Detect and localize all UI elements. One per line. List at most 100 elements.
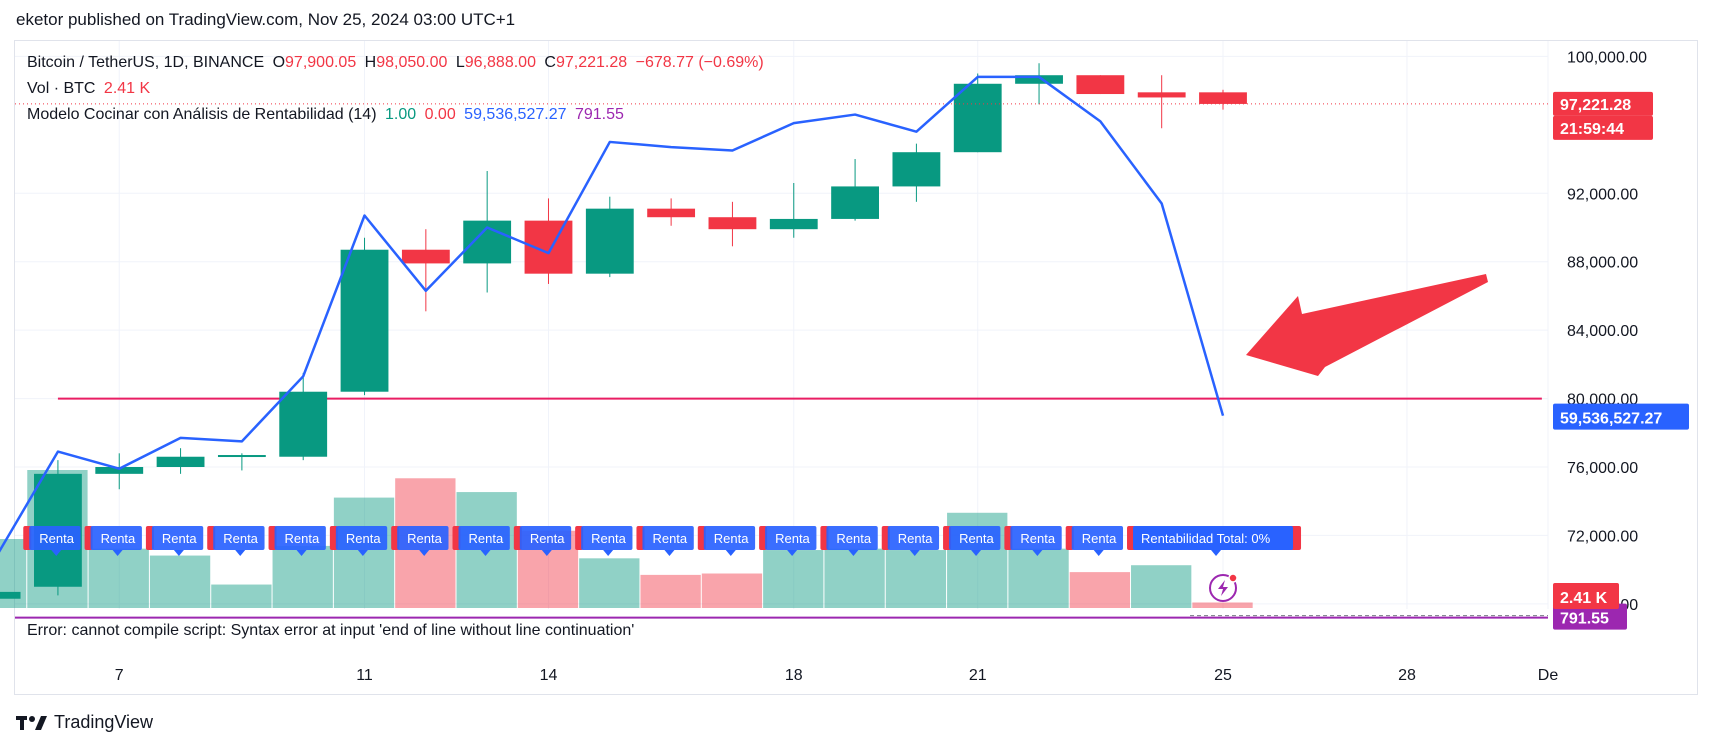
- candle-body: [708, 217, 757, 230]
- badge-pointer: [173, 550, 184, 556]
- badge-body: [581, 526, 633, 550]
- candle: [95, 453, 144, 490]
- price-labels: 97,221.28 21:59:44 59,536,527.27 791.55 2.41…: [1553, 91, 1689, 630]
- candle: [1076, 75, 1125, 95]
- badge-label: Renta: [39, 531, 74, 546]
- candle: [708, 201, 757, 247]
- volume-bar: [1008, 548, 1069, 608]
- volume-bar: [1069, 572, 1131, 608]
- badge-body: [887, 526, 940, 550]
- volume-bar: [149, 555, 211, 608]
- badge-label: Renta: [1082, 531, 1117, 546]
- low-value: 96,888.00: [464, 54, 536, 71]
- candle: [585, 196, 634, 278]
- badge-pointer: [971, 550, 982, 556]
- notification-dot: [1228, 573, 1238, 583]
- candle: [279, 372, 328, 461]
- legend-symbol[interactable]: Bitcoin / TetherUS, 1D, BINANCE: [27, 54, 265, 71]
- countdown-label-bg: [1553, 115, 1653, 140]
- candle-body: [1137, 92, 1186, 98]
- candle-body: [892, 152, 941, 187]
- badge-body: [90, 526, 142, 550]
- badge-body: [458, 526, 510, 550]
- rentabilidad-badge: Renta: [697, 526, 756, 556]
- close-label: C: [544, 54, 556, 71]
- low-label: L: [455, 54, 465, 71]
- legend-volume: Vol · BTC 2.41 K: [27, 80, 154, 98]
- indicator-value-1: 1.00: [384, 106, 417, 123]
- x-tick-label: 18: [785, 667, 803, 684]
- candle-body: [0, 591, 21, 599]
- lightning-bolt: [1218, 580, 1229, 596]
- chart-panel[interactable]: [14, 40, 1698, 695]
- badge-label: Renta: [959, 531, 994, 546]
- candle: [401, 229, 450, 312]
- badge-label: Renta: [469, 531, 504, 546]
- volume-label[interactable]: Vol · BTC: [27, 80, 96, 97]
- candle-body: [156, 456, 205, 467]
- badge-pointer: [1211, 550, 1222, 556]
- rentabilidad-badge: Renta: [1004, 526, 1062, 556]
- candle-body: [217, 455, 266, 458]
- candle: [769, 183, 818, 238]
- open-label: O: [272, 54, 286, 71]
- badge-pointer: [541, 550, 552, 556]
- x-tick-label: 7: [115, 667, 124, 684]
- brand-name: TradingView: [54, 712, 154, 732]
- badge-label: Renta: [714, 531, 749, 546]
- badge-body: [397, 526, 449, 550]
- badge-label: Renta: [407, 531, 442, 546]
- publisher-caption: eketor published on TradingView.com, Nov…: [16, 10, 516, 29]
- arrow-annotation: [1246, 274, 1488, 376]
- candle: [1137, 75, 1186, 129]
- rentabilidad-badge: Renta: [513, 526, 572, 556]
- volume-bar: [701, 573, 763, 608]
- badge-label: Renta: [591, 531, 626, 546]
- badge-pointer: [787, 550, 798, 556]
- badge-pointer: [235, 550, 246, 556]
- rentabilidad-badge: Renta: [145, 526, 204, 556]
- high-value: 98,050.00: [376, 54, 448, 71]
- purple-value-label: 791.55: [1560, 611, 1609, 628]
- badge-pointer: [296, 550, 307, 556]
- rentabilidad-badge: Renta: [329, 526, 388, 556]
- rentabilidad-badge: Renta: [636, 526, 694, 556]
- indicator-series-line: [0, 75, 1225, 553]
- indicator-value-2: 0.00: [424, 106, 456, 123]
- badge-body: [765, 526, 817, 550]
- badge-label: Renta: [101, 531, 136, 546]
- last-price-label-bg: [1553, 91, 1653, 116]
- indicator-name[interactable]: Modelo Cocinar con Análisis de Rentabili…: [27, 106, 377, 123]
- badge-label: Renta: [530, 531, 565, 546]
- badge-pointer: [603, 550, 614, 556]
- candle: [647, 198, 696, 226]
- rentabilidad-badge: Renta: [575, 526, 633, 556]
- tradingview-logo-icon: [16, 715, 47, 730]
- candle: [156, 448, 205, 474]
- rentabilidad-badge: Renta: [23, 526, 81, 556]
- candle: [463, 171, 512, 293]
- rentabilidad-badge: Renta: [1065, 526, 1124, 556]
- tradingview-brand[interactable]: TradingView: [16, 712, 153, 733]
- volume-bar: [640, 574, 701, 608]
- badge-label: Renta: [775, 531, 810, 546]
- rentabilidad-badge: Renta: [943, 526, 1001, 556]
- badge-pointer: [112, 550, 123, 556]
- open-value: 97,900.05: [285, 54, 357, 71]
- candle-body: [279, 391, 328, 457]
- volume-value-label-bg: [1553, 583, 1619, 609]
- candle-body: [585, 208, 634, 274]
- indicator-value-3: 59,536,527.27: [464, 106, 567, 123]
- badge-body: [274, 526, 326, 550]
- rentabilidad-badge: Renta: [268, 526, 326, 556]
- candle-body: [340, 249, 389, 392]
- volume-bar: [272, 545, 333, 608]
- badge-pointer: [1032, 550, 1043, 556]
- candle-body: [401, 249, 450, 264]
- high-label: H: [364, 54, 377, 71]
- badge-label: Renta: [1020, 531, 1055, 546]
- volume-bar: [1131, 565, 1192, 608]
- x-tick-label: 21: [969, 667, 987, 684]
- volume-value-label: 2.41 K: [1560, 590, 1608, 607]
